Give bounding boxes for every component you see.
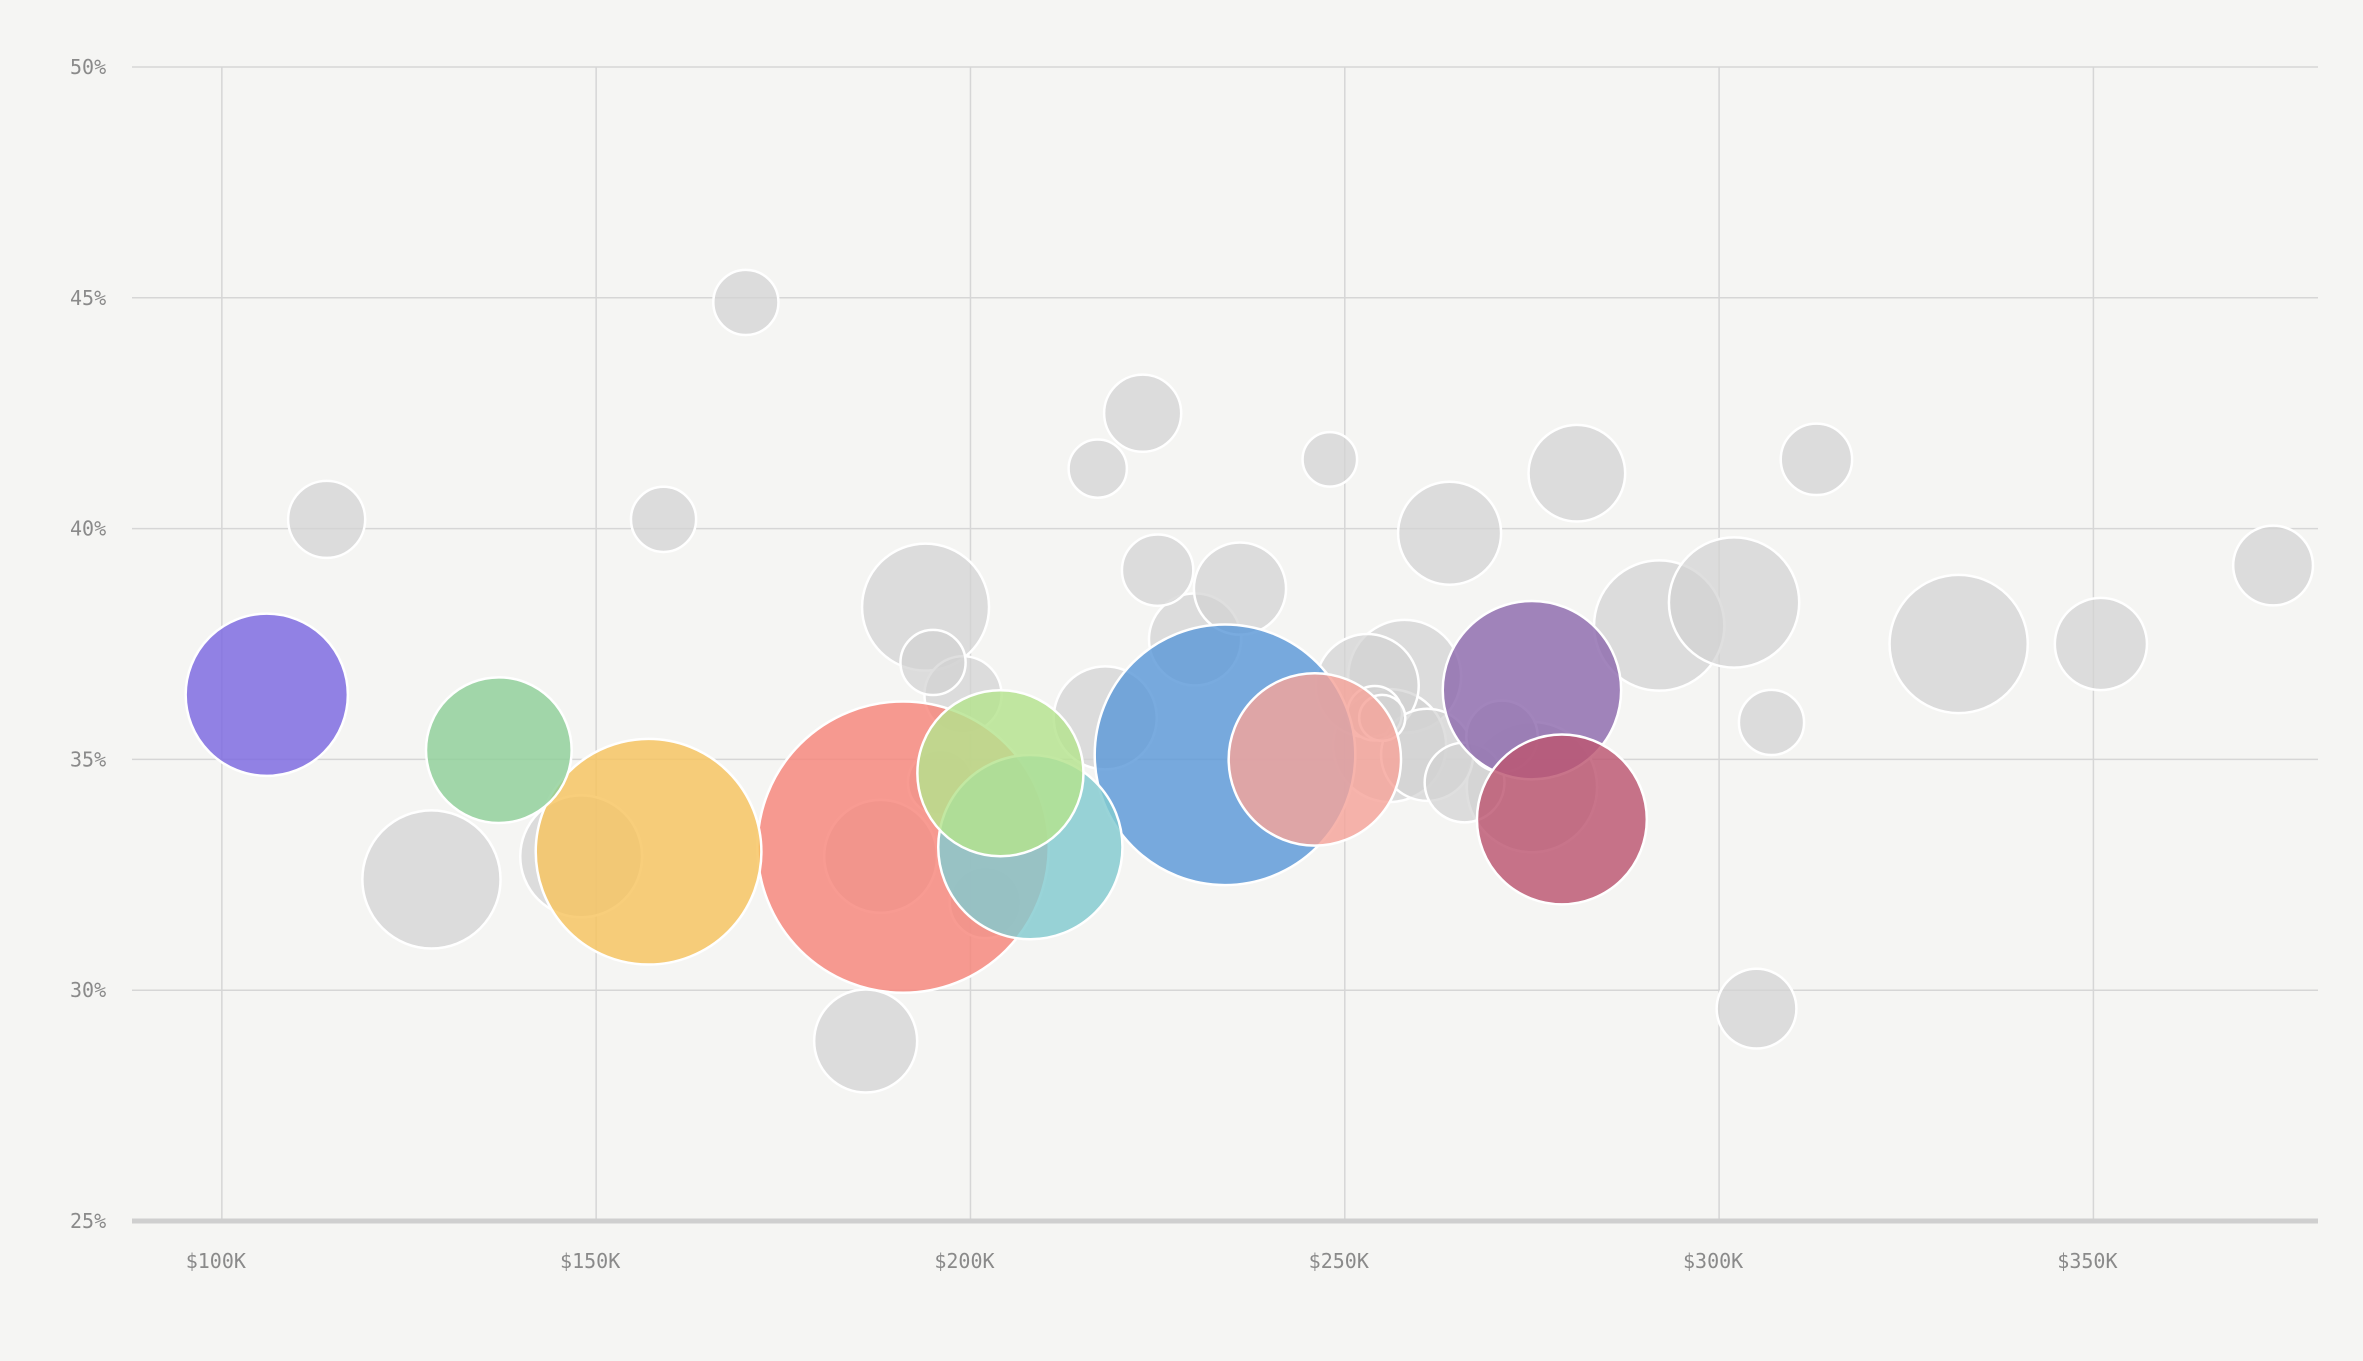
bubble-grey[interactable]	[1396, 480, 1503, 586]
y-tick-label: 35%	[70, 747, 106, 771]
bubble-green[interactable]	[424, 676, 573, 825]
bubble-grey[interactable]	[899, 628, 967, 697]
y-tick-label: 50%	[70, 55, 106, 79]
bubble-grey[interactable]	[1715, 967, 1798, 1050]
bubble-grey[interactable]	[1779, 422, 1854, 497]
bubble-grey[interactable]	[1888, 573, 2030, 715]
x-tick-label: $250K	[1309, 1249, 1369, 1273]
x-tick-label: $150K	[560, 1249, 620, 1273]
bubble-grey[interactable]	[1067, 438, 1129, 499]
y-tick-label: 25%	[70, 1209, 106, 1233]
x-tick-label: $100K	[186, 1249, 246, 1273]
bubble-grey[interactable]	[1737, 688, 1806, 757]
bubble-grey[interactable]	[361, 809, 502, 950]
y-tick-label: 30%	[70, 978, 106, 1002]
x-tick-label: $350K	[2057, 1249, 2117, 1273]
bubble-grey[interactable]	[812, 988, 919, 1094]
bubble-yellow[interactable]	[534, 737, 763, 966]
bubble-grey[interactable]	[1527, 423, 1627, 523]
y-tick-labels: 25% 30% 35% 40% 45% 50%	[70, 55, 106, 1233]
bubble-pink[interactable]	[1227, 671, 1403, 847]
bubble-grey[interactable]	[1667, 536, 1801, 669]
bubble-lime[interactable]	[916, 688, 1085, 858]
bubble-grey[interactable]	[712, 268, 780, 337]
bubbles	[184, 268, 2315, 1094]
bubble-grey[interactable]	[1192, 541, 1288, 636]
bubble-grey[interactable]	[629, 485, 698, 554]
x-tick-label: $200K	[934, 1249, 994, 1273]
bubble-grey[interactable]	[2053, 596, 2149, 692]
x-tick-labels: $100K $150K $200K $250K $300K $350K	[186, 1249, 2118, 1273]
bubble-grey[interactable]	[1102, 373, 1183, 453]
bubble-grey[interactable]	[1120, 533, 1195, 608]
bubble-purple[interactable]	[184, 612, 350, 778]
bubble-grey[interactable]	[1301, 430, 1359, 488]
x-tick-label: $300K	[1683, 1249, 1743, 1273]
y-tick-label: 45%	[70, 286, 106, 310]
bubble-grey[interactable]	[2231, 524, 2315, 607]
y-tick-label: 40%	[70, 517, 106, 541]
bubble-grey[interactable]	[286, 479, 367, 560]
bubble-crimson[interactable]	[1475, 733, 1649, 906]
